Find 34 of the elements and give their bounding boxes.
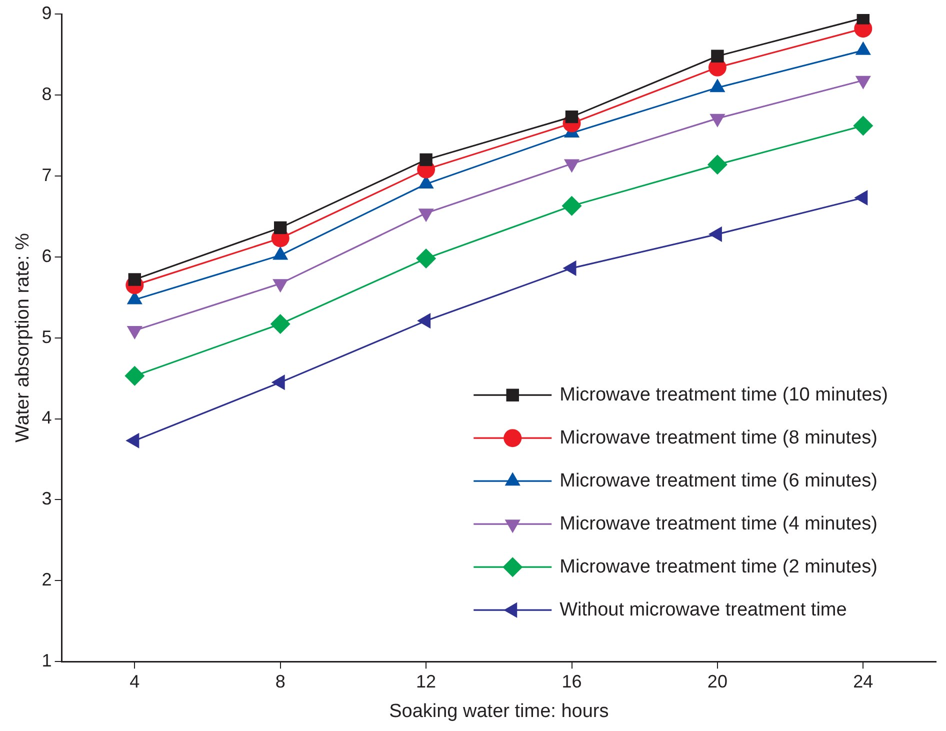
point: [274, 221, 287, 234]
y-tick-label: 8: [42, 84, 52, 104]
x-tick-label: 4: [130, 671, 140, 692]
point: [270, 314, 290, 334]
y-tick-label: 4: [42, 408, 52, 428]
point: [853, 116, 874, 136]
point: [420, 153, 432, 166]
legend-label: Microwave treatment time (10 minutes): [560, 384, 888, 406]
legend-label: Microwave treatment time (8 minutes): [560, 427, 878, 448]
y-tick-label: 9: [42, 2, 52, 23]
x-tick-label: 12: [416, 671, 436, 692]
point: [124, 366, 145, 386]
y-tick-label: 1: [42, 650, 52, 671]
legend-label: Without microwave treatment time: [560, 599, 847, 620]
point: [416, 248, 436, 268]
y-axis-title: Water absorption rate: %: [12, 232, 34, 443]
y-tick-label: 3: [42, 488, 52, 509]
x-tick-label: 24: [853, 671, 874, 692]
point: [707, 154, 728, 175]
legend-label: Microwave treatment time (6 minutes): [560, 470, 878, 492]
x-tick-label: 20: [707, 671, 728, 692]
point: [565, 110, 578, 124]
y-tick-label: 2: [42, 570, 52, 590]
x-tick-label: 16: [562, 671, 582, 692]
x-tick-label: 8: [275, 671, 286, 692]
point: [562, 196, 582, 216]
y-tick-label: 6: [42, 246, 52, 266]
y-tick-label: 7: [42, 164, 52, 185]
point: [711, 50, 724, 62]
legend-label: Microwave treatment time (2 minutes): [560, 556, 878, 578]
x-axis-title: Soaking water time: hours: [389, 700, 609, 722]
y-tick-label: 5: [42, 326, 52, 347]
point: [128, 273, 142, 286]
legend-label: Microwave treatment time (4 minutes): [560, 513, 878, 534]
